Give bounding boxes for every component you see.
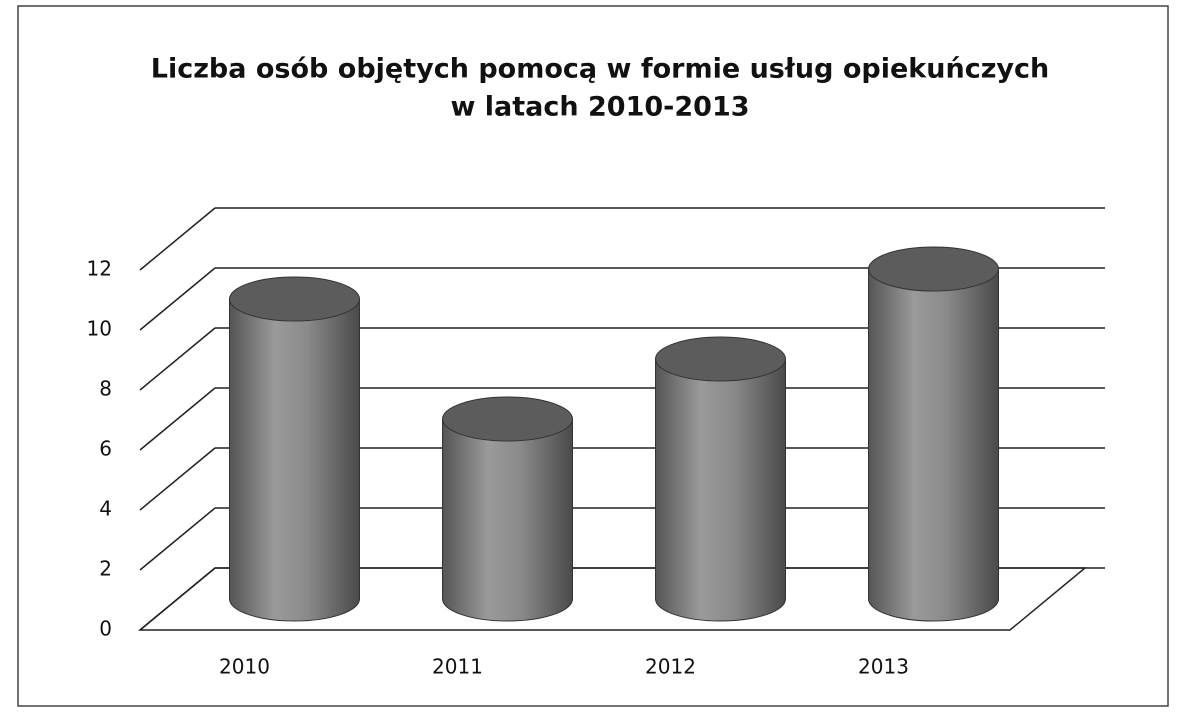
y-tick-label: 10 [87,317,112,341]
x-tick-label: 2011 [432,655,483,679]
y-tick-label: 6 [99,437,112,461]
y-tick-label: 4 [99,497,112,521]
bar [868,268,999,622]
chart-title: Liczba osób objętych pomocą w formie usł… [151,54,1050,85]
x-tick-label: 2010 [219,655,270,679]
wall-line [139,267,216,331]
chart-title: w latach 2010-2013 [450,92,749,123]
bar-top [868,246,999,292]
bar-top [442,396,573,442]
bar-top [229,276,360,322]
wall-line [139,207,216,271]
y-tick-label: 12 [87,257,112,281]
x-tick-label: 2013 [858,655,909,679]
wall-line [139,567,216,631]
bar [655,358,786,622]
x-tick-label: 2012 [645,655,696,679]
wall-line [139,327,216,391]
wall-line [139,447,216,511]
bar [229,298,360,622]
bar [442,418,573,622]
y-tick-label: 2 [99,557,112,581]
wall-line [139,507,216,571]
y-tick-label: 0 [99,617,112,641]
bar-top [655,336,786,382]
wall-line [139,387,216,451]
y-tick-label: 8 [99,377,112,401]
frame [17,5,1169,707]
